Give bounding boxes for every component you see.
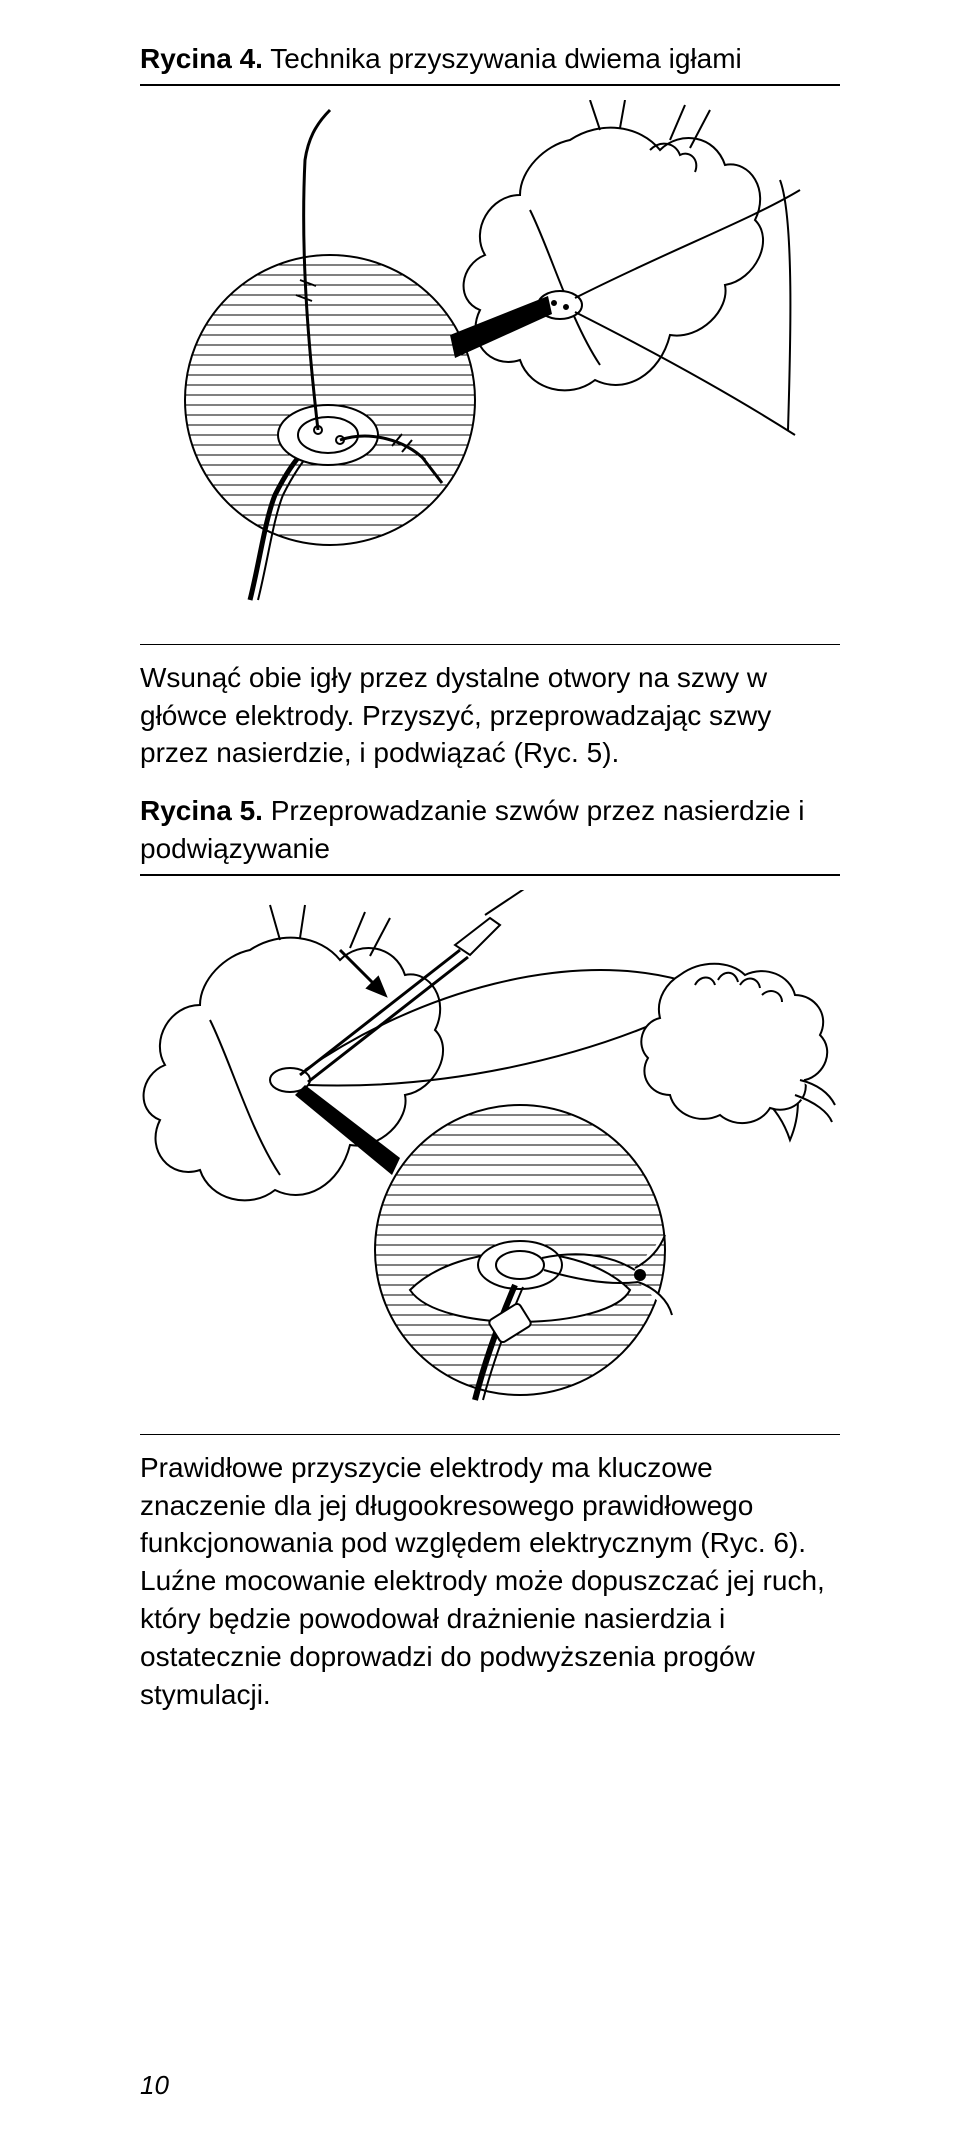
figure-5-label: Rycina 5. [140,795,263,826]
figure-5-title: Rycina 5. Przeprowadzanie szwów przez na… [140,792,840,868]
rule-after-fig5-illus [140,1434,840,1435]
figure-4-caption: Technika przyszywania dwiema igłami [270,43,742,74]
figure-4-title: Rycina 4. Technika przyszywania dwiema i… [140,40,840,78]
figure-4-label: Rycina 4. [140,43,263,74]
page-number: 10 [140,2070,169,2101]
figure-4-svg [170,100,810,620]
rule-after-fig5-title [140,874,840,876]
figure-4-illustration [140,100,840,620]
rule-after-fig4-title [140,84,840,86]
paragraph-1: Wsunąć obie igły przez dystalne otwory n… [140,659,840,772]
document-page: Rycina 4. Technika przyszywania dwiema i… [0,0,960,2141]
figure-5-illustration [140,890,840,1410]
figure-5-svg [140,890,840,1410]
paragraph-2: Prawidłowe przyszycie elektrody ma klucz… [140,1449,840,1714]
rule-after-fig4-illus [140,644,840,645]
